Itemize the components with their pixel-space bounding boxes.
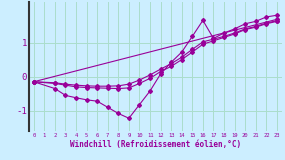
- X-axis label: Windchill (Refroidissement éolien,°C): Windchill (Refroidissement éolien,°C): [70, 140, 241, 149]
